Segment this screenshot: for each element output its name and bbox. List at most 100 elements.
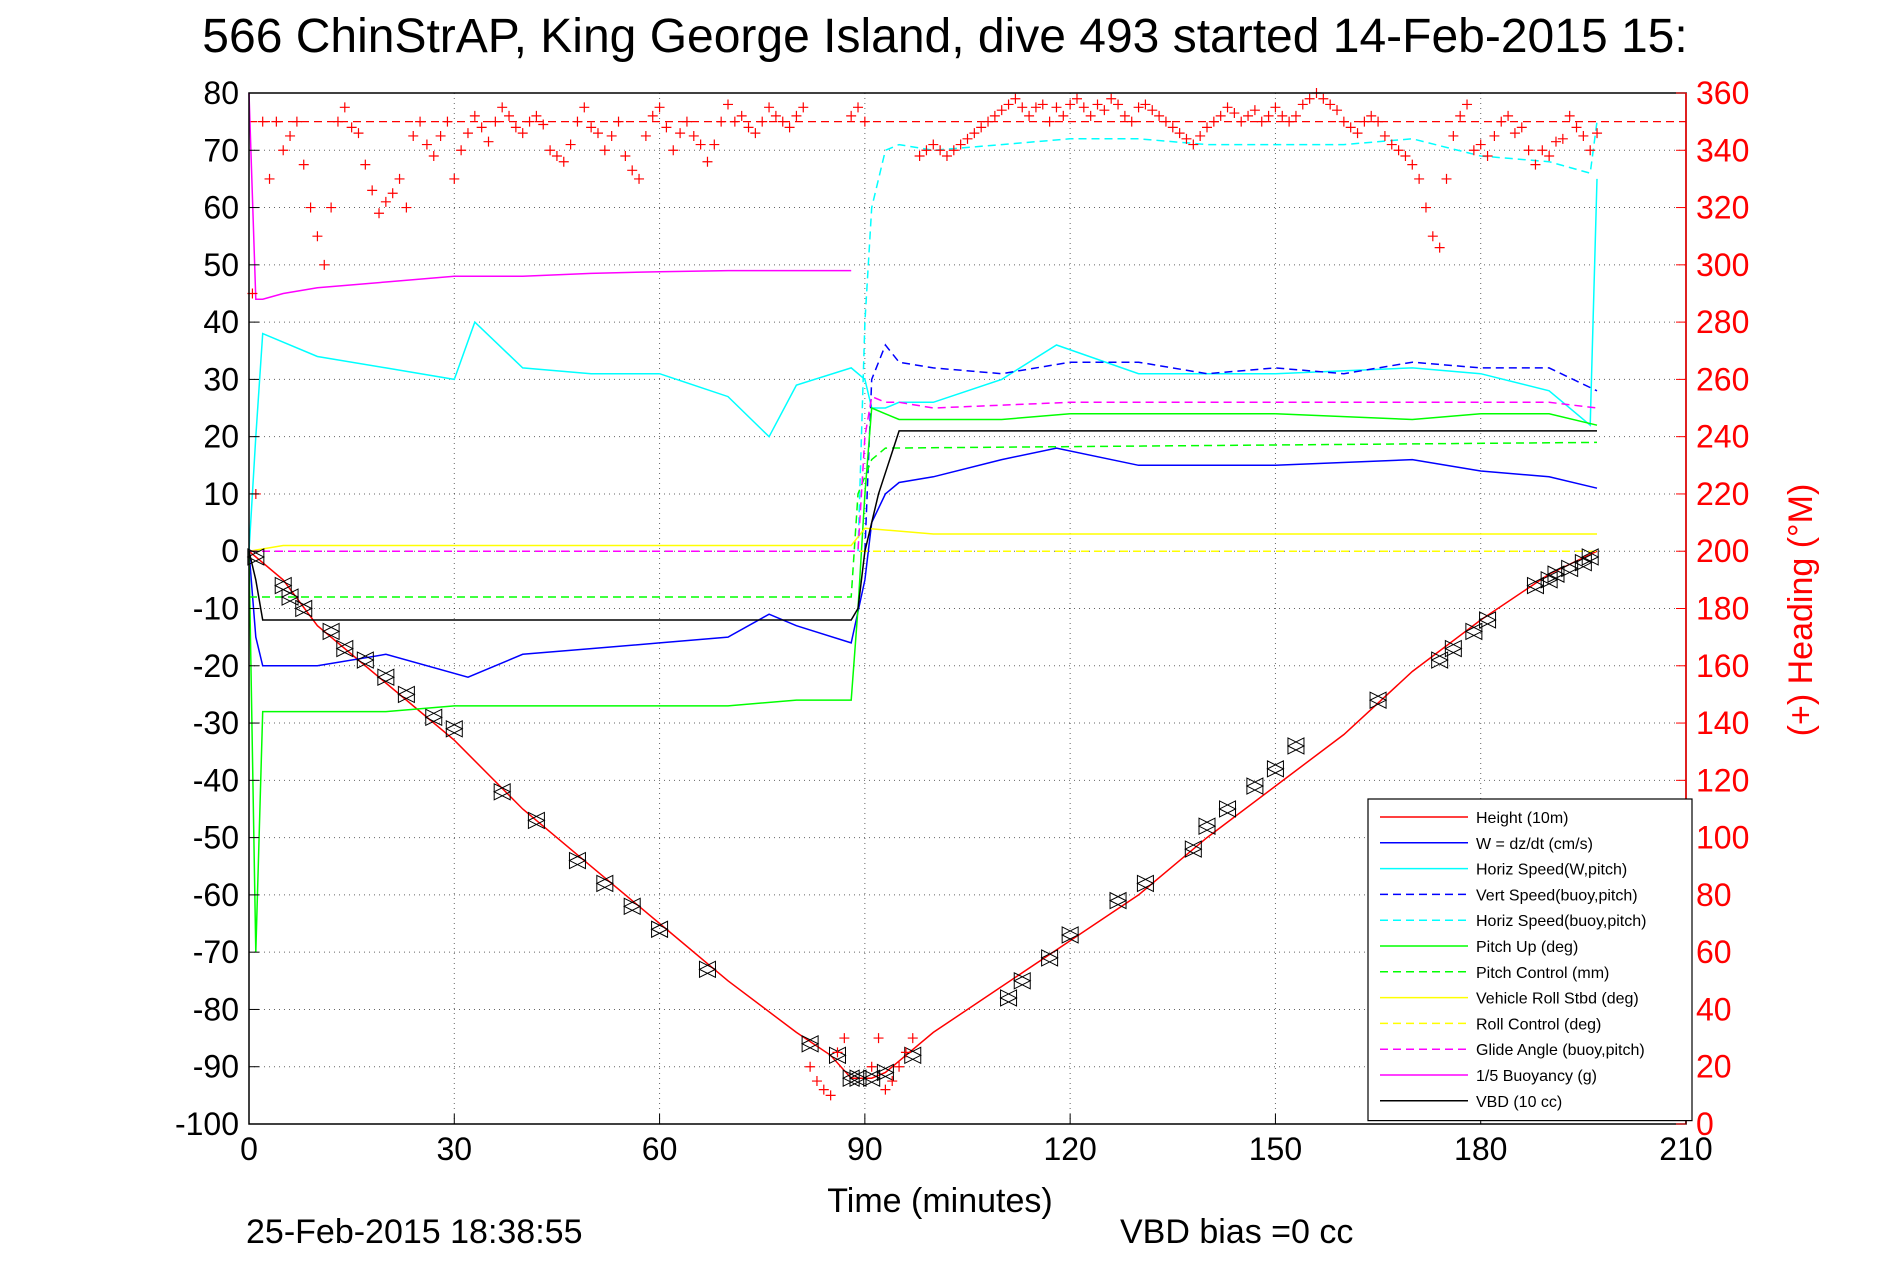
triangle-marker <box>1464 622 1483 641</box>
heading-point <box>613 116 624 127</box>
left-axis-ticks: 80 70 60 50 40 30 20 10 0 -10 -20 -30 -40 -50 -60 -70 -8… <box>175 75 259 1142</box>
heading-point <box>374 208 385 219</box>
heading-point <box>1174 128 1185 139</box>
series-line <box>248 178 1598 552</box>
heading-point <box>894 1061 905 1072</box>
y2-tick-label: 280 <box>1696 304 1749 340</box>
heading-point <box>1359 116 1370 127</box>
triangle-marker <box>397 685 415 704</box>
heading-point <box>1496 116 1507 127</box>
heading-point <box>558 156 569 167</box>
heading-point <box>1003 99 1014 110</box>
x-tick-label: 90 <box>847 1131 883 1167</box>
heading-point <box>1236 116 1247 127</box>
heading-point <box>1051 102 1062 113</box>
heading-point <box>818 1084 829 1095</box>
heading-point <box>291 116 302 127</box>
heading-point <box>1516 122 1527 133</box>
triangle-marker <box>424 708 443 727</box>
triangle-marker <box>1245 777 1264 795</box>
heading-point <box>387 188 398 199</box>
y-tick-label: 70 <box>203 132 239 168</box>
triangle-marker <box>321 622 340 641</box>
heading-point <box>1509 128 1520 139</box>
heading-point <box>531 110 542 121</box>
y-tick-label: -40 <box>193 762 239 798</box>
heading-point <box>360 159 371 170</box>
heading-point <box>955 139 966 150</box>
heading-point <box>497 102 508 113</box>
heading-point <box>1058 110 1069 121</box>
heading-point <box>1304 93 1315 104</box>
heading-point <box>900 1047 911 1058</box>
y-tick-label: -60 <box>193 877 239 913</box>
heading-point <box>1523 145 1534 156</box>
legend-label: Glide Angle (buoy,pitch) <box>1476 1042 1645 1059</box>
y2-tick-label: 40 <box>1696 991 1732 1027</box>
series-line <box>249 441 1598 598</box>
legend-label: Vert Speed(buoy,pitch) <box>1476 887 1638 904</box>
heading-point <box>1085 110 1096 121</box>
triangle-marker <box>903 1046 922 1065</box>
y2-tick-label: 260 <box>1696 361 1749 397</box>
triangle-marker <box>1286 737 1305 755</box>
triangle-marker <box>650 920 669 939</box>
triangle-marker <box>1581 548 1599 566</box>
heading-point <box>565 139 576 150</box>
triangle-marker <box>1266 760 1284 778</box>
y-tick-label: 20 <box>203 419 239 455</box>
y-tick-label: 10 <box>203 476 239 512</box>
y2-tick-label: 360 <box>1696 75 1749 111</box>
heading-point <box>1284 116 1295 127</box>
heading-point <box>907 1033 918 1044</box>
y2-tick-label: 340 <box>1696 132 1749 168</box>
heading-point <box>1297 99 1308 110</box>
heading-point <box>401 202 412 213</box>
heading-point <box>695 139 706 150</box>
heading-point <box>811 1076 822 1087</box>
heading-point <box>1571 122 1582 133</box>
heading-point <box>1557 133 1568 144</box>
heading-point <box>592 128 603 139</box>
heading-point <box>962 133 973 144</box>
heading-point <box>647 110 658 121</box>
y2-tick-label: 300 <box>1696 247 1749 283</box>
y2-tick-label: 180 <box>1696 591 1749 627</box>
heading-point <box>702 156 713 167</box>
heading-point <box>640 130 651 141</box>
heading-point <box>1482 151 1493 162</box>
heading-point <box>1154 110 1165 121</box>
heading-point <box>462 128 473 139</box>
heading-point <box>1352 128 1363 139</box>
heading-point <box>1373 116 1384 127</box>
y-tick-label: -30 <box>193 705 239 741</box>
heading-point <box>1393 145 1404 156</box>
heading-point <box>1441 173 1452 184</box>
heading-point <box>805 1061 816 1072</box>
y-tick-label: 40 <box>203 304 239 340</box>
heading-point <box>750 128 761 139</box>
heading-point <box>1325 99 1336 110</box>
heading-point <box>449 173 460 184</box>
heading-point <box>1195 130 1206 141</box>
heading-point <box>723 99 733 110</box>
heading-point <box>1119 110 1130 121</box>
heading-point <box>887 1076 898 1087</box>
heading-point <box>380 196 391 207</box>
heading-point <box>353 128 364 139</box>
heading-point <box>1434 242 1445 253</box>
x-tick-label: 180 <box>1454 1131 1507 1167</box>
heading-point <box>1133 102 1144 113</box>
y-tick-label: -10 <box>193 591 239 627</box>
heading-point <box>969 128 980 139</box>
heading-point <box>764 102 775 113</box>
heading-point <box>572 116 583 127</box>
heading-point <box>517 128 528 139</box>
legend-label: W = dz/dt (cm/s) <box>1476 836 1593 853</box>
heading-point <box>839 1033 850 1044</box>
heading-point <box>1578 130 1589 141</box>
heading-point <box>832 1047 843 1058</box>
heading-point <box>271 116 282 127</box>
heading-point <box>319 259 330 270</box>
heading-point <box>770 110 781 121</box>
